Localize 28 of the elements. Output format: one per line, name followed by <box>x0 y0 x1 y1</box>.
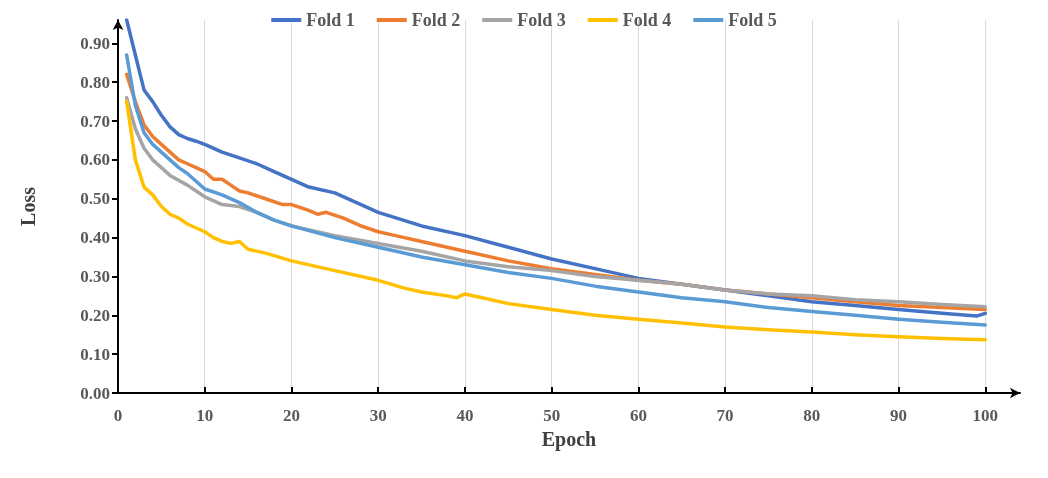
y-tick-label: 0.90 <box>80 33 110 53</box>
x-tick-label: 80 <box>803 406 821 425</box>
legend-label: Fold 4 <box>622 10 672 30</box>
x-tick-label: 20 <box>282 406 300 425</box>
y-tick-label: 0.40 <box>80 228 110 248</box>
x-tick-label: 100 <box>972 406 999 425</box>
y-tick-label: 0.50 <box>80 189 110 209</box>
x-tick-label: 0 <box>113 406 123 425</box>
legend-label: Fold 5 <box>728 10 777 30</box>
y-axis-title: Loss <box>17 186 39 226</box>
y-tick-label: 0.10 <box>80 344 110 364</box>
y-tick-label: 0.30 <box>80 266 110 286</box>
legend-label: Fold 2 <box>411 10 461 30</box>
x-axis-title: Epoch <box>541 427 597 451</box>
y-tick-label: 0.70 <box>80 111 110 131</box>
y-tick-label: 0.80 <box>80 72 110 92</box>
x-tick-label: 30 <box>369 406 387 425</box>
x-tick-label: 50 <box>543 406 561 425</box>
legend-label: Fold 3 <box>517 10 566 30</box>
x-tick-label: 90 <box>890 406 908 425</box>
y-tick-label: 0.60 <box>80 150 110 170</box>
legend-label: Fold 1 <box>306 10 355 30</box>
x-tick-label: 70 <box>716 406 734 425</box>
x-tick-label: 60 <box>629 406 647 425</box>
y-tick-label: 0.00 <box>80 383 110 403</box>
x-tick-label: 10 <box>196 406 214 425</box>
x-tick-label: 40 <box>456 406 474 425</box>
y-tick-label: 0.20 <box>80 305 110 325</box>
